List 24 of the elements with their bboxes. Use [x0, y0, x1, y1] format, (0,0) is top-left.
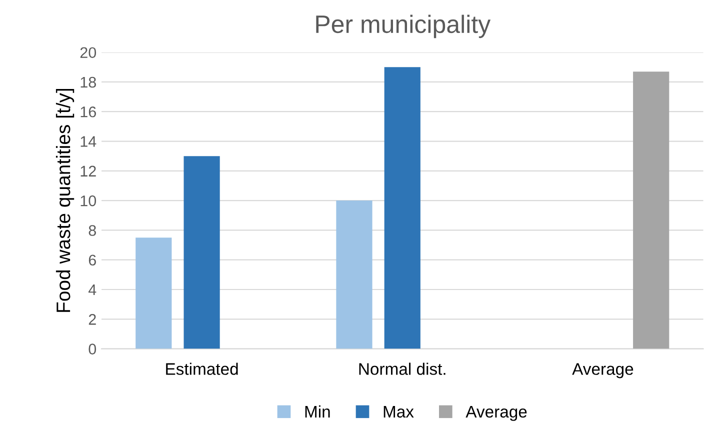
bar: [136, 238, 172, 349]
bar: [633, 72, 670, 349]
y-tick-label: 18: [80, 76, 96, 88]
y-tick-label: 12: [80, 166, 96, 176]
legend-label: Min: [305, 405, 330, 418]
bar: [184, 156, 220, 349]
x-tick-label: Average: [572, 363, 634, 378]
y-tick-label: 6: [88, 254, 96, 266]
y-tick-label: 20: [80, 47, 96, 58]
x-tick-label: Estimated: [166, 362, 238, 375]
bar: [336, 200, 372, 349]
chart-title: Per municipality: [316, 14, 491, 38]
legend-label: Average: [466, 406, 527, 421]
legend-label: Max: [384, 406, 414, 418]
y-tick-label: 16: [80, 106, 96, 118]
x-tick-label: Normal dist.: [359, 362, 446, 375]
y-tick-label: 4: [88, 284, 96, 296]
bar: [384, 67, 420, 349]
y-tick-label: 0: [88, 344, 96, 354]
y-axis-title: Food waste quantities [t/y]: [56, 88, 74, 312]
y-tick-label: 8: [88, 225, 96, 236]
y-tick-label: 14: [80, 136, 96, 147]
y-tick-label: 10: [80, 195, 96, 206]
y-tick-label: 2: [88, 314, 96, 325]
